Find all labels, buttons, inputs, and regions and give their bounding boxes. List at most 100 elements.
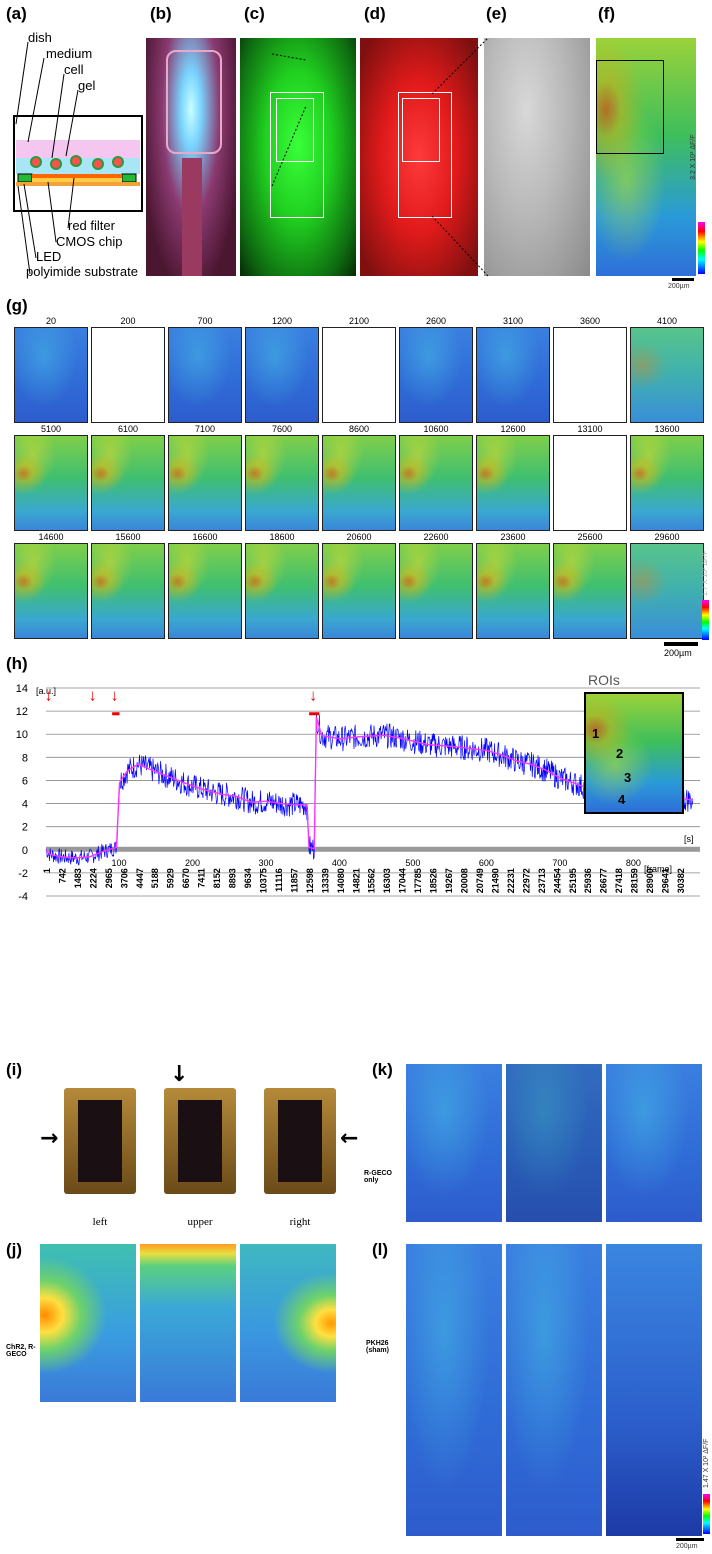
tile-time-label: 6100 [117, 424, 139, 434]
heatmap-tile [476, 327, 550, 423]
j-panel-left [40, 1244, 136, 1402]
frame-tick-label: 8152 [212, 868, 222, 888]
tile-time-label: 3100 [502, 316, 524, 326]
heatmap-tile [168, 543, 242, 639]
heatmap-tile [399, 327, 473, 423]
x-tick-label: 700 [552, 858, 567, 868]
frame-tick-label: 20008 [460, 868, 470, 893]
stimulus-arrow: ↓ [89, 688, 97, 705]
x-tick-label: 100 [111, 858, 126, 868]
x-tick-label: 300 [258, 858, 273, 868]
frame-tick-label: 24454 [552, 868, 562, 893]
row-label-k: R-GECO only [364, 1170, 392, 1184]
tile-time-label: 20600 [346, 532, 372, 542]
scalebar-g-label: 200µm [664, 648, 692, 658]
led-indicator-arrow-icon: → [40, 1126, 59, 1151]
frame-tick-label: 18526 [429, 868, 439, 893]
heatmap-tile [322, 327, 396, 423]
y-tick-label: 4 [22, 799, 28, 811]
frame-tick-label: 14821 [351, 868, 361, 893]
heatmap-tile [630, 435, 704, 531]
x-axis-bar [46, 846, 700, 852]
tile-time-label: 7600 [271, 424, 293, 434]
heatmap-tile [476, 435, 550, 531]
frame-tick-label: 11857 [289, 868, 299, 893]
tile-time-label: 14600 [38, 532, 64, 542]
panel-b-photo [146, 38, 236, 276]
label-dish: dish [28, 30, 52, 45]
heatmap-tile [91, 435, 165, 531]
zoom-guide-lines [271, 37, 489, 277]
label-medium: medium [46, 46, 93, 61]
colorbar-label-f: 3.2 X 10² ΔF/F [690, 134, 697, 180]
heatmap-tile [399, 543, 473, 639]
y-tick-label: 2 [22, 822, 28, 834]
roi-inset-title: ROIs [588, 672, 620, 688]
frame-tick-label: 20749 [475, 868, 485, 893]
panel-label-g: (g) [6, 296, 28, 315]
frame-tick-label: 742 [57, 868, 67, 883]
tile-time-label: 25600 [577, 532, 603, 542]
colorbar-f [698, 222, 705, 274]
label-cmos-chip: CMOS chip [56, 234, 123, 249]
roi-marker-3: 3 [624, 770, 632, 785]
tile-time-label: 16600 [192, 532, 218, 542]
tile-time-label: 29600 [654, 532, 680, 542]
label-led: LED [36, 249, 62, 264]
roi-marker-2: 2 [616, 746, 624, 761]
heatmap-tile [399, 435, 473, 531]
roi-box-outer [398, 92, 452, 218]
device-photo-left [64, 1088, 136, 1194]
k-panel-right [606, 1064, 702, 1222]
device-chip-area [78, 1100, 122, 1182]
heatmap-tile [553, 543, 627, 639]
heatmap-tile [245, 327, 319, 423]
label-gel: gel [78, 78, 96, 93]
panel-label-b: (b) [150, 4, 172, 23]
frame-unit-label: [frame] [644, 864, 672, 874]
stimulus-arrow: ↓ [111, 688, 119, 705]
tile-time-label: 5100 [40, 424, 62, 434]
frame-tick-label: 1 [42, 868, 52, 873]
roi-box-inner [402, 98, 440, 162]
frame-tick-label: 11116 [274, 868, 284, 892]
tile-time-label: 700 [197, 316, 213, 326]
frame-tick-label: 29641 [661, 868, 671, 893]
frame-tick-label: 17044 [398, 868, 408, 893]
frame-tick-label: 25195 [568, 868, 578, 893]
panel-d-red-fluorescence [360, 38, 478, 276]
panel-i-photos: left upper right → ↓ ← [40, 1062, 380, 1246]
tile-time-label: 23600 [500, 532, 526, 542]
row-label-l: PKH26 (sham) [366, 1340, 389, 1354]
mean-trace [45, 716, 693, 859]
photo-caption-upper: upper [187, 1216, 213, 1228]
frame-tick-label: 28159 [630, 868, 640, 893]
scalebar-g-line [664, 642, 698, 646]
panel-a-schematic: dish medium cell gel red filter CMOS chi… [4, 24, 144, 280]
heatmap-tile [245, 543, 319, 639]
tile-time-label: 15600 [115, 532, 141, 542]
tile-time-label: 3600 [579, 316, 601, 326]
roi-box-outer [270, 92, 324, 218]
frame-tick-label: 4447 [135, 868, 145, 888]
frame-tick-label: 23713 [537, 868, 547, 893]
scalebar-l-line [676, 1538, 704, 1541]
panel-label-i: (i) [6, 1060, 23, 1079]
heatmap-tile [168, 327, 242, 423]
frame-tick-label: 1483 [73, 868, 83, 888]
y-tick-label: 6 [22, 775, 28, 787]
frame-tick-label: 5929 [166, 868, 176, 888]
scalebar-f-line [672, 278, 694, 281]
frame-tick-label: 7411 [197, 868, 207, 888]
heatmap-tile [91, 543, 165, 639]
y-tick-label: -4 [18, 891, 28, 903]
frame-tick-label: 27418 [614, 868, 624, 893]
k-panel-left [406, 1064, 502, 1222]
tile-time-label: 13600 [654, 424, 680, 434]
photo-caption-right: right [289, 1216, 311, 1228]
panel-label-d: (d) [364, 4, 386, 23]
stimulus-arrow: ↓ [45, 688, 53, 705]
colorbar-label-l: 1.47 X 10² ΔF/F [703, 1438, 710, 1488]
x-tick-label: 800 [626, 858, 641, 868]
tile-time-label: 7100 [194, 424, 216, 434]
